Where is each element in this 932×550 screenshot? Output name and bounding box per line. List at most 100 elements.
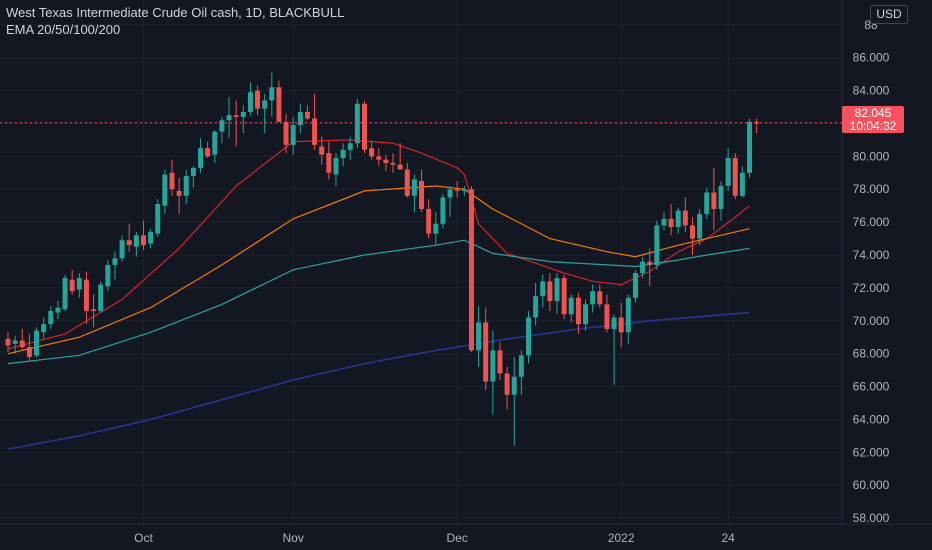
candle-body bbox=[119, 240, 125, 259]
ema-line-200 bbox=[7, 311, 750, 450]
candle bbox=[19, 329, 25, 351]
candle-body bbox=[198, 148, 204, 168]
candle bbox=[383, 154, 389, 172]
candle-body bbox=[283, 121, 289, 145]
candle bbox=[26, 333, 32, 361]
candle bbox=[354, 98, 360, 149]
candle bbox=[718, 181, 724, 221]
candles bbox=[5, 72, 760, 446]
candle bbox=[119, 235, 125, 262]
candle-body bbox=[632, 273, 638, 298]
candle bbox=[640, 256, 646, 279]
candle-body bbox=[547, 281, 553, 302]
candle-body bbox=[718, 185, 724, 209]
candle-body bbox=[476, 322, 482, 351]
candle bbox=[725, 148, 731, 191]
candle-body bbox=[504, 373, 510, 395]
candle bbox=[369, 141, 375, 160]
candle-body bbox=[497, 350, 503, 374]
candle-body bbox=[533, 296, 539, 318]
ema-line-100 bbox=[7, 239, 750, 365]
candle bbox=[511, 356, 517, 446]
candle-body bbox=[689, 225, 695, 239]
candle-body bbox=[290, 125, 296, 145]
candle-body bbox=[625, 297, 631, 333]
candle-body bbox=[126, 240, 132, 246]
candle bbox=[340, 143, 346, 167]
candle-body bbox=[326, 153, 332, 173]
candle bbox=[490, 330, 496, 415]
candle bbox=[269, 72, 275, 117]
candle bbox=[105, 259, 111, 292]
candle bbox=[283, 113, 289, 154]
candle bbox=[397, 143, 403, 170]
candle-body bbox=[597, 291, 603, 305]
candle-body bbox=[725, 158, 731, 186]
candle bbox=[205, 141, 211, 158]
candle bbox=[98, 281, 104, 313]
candle-body bbox=[169, 172, 175, 190]
candle-body bbox=[205, 148, 211, 157]
price-tick-label: 72.000 bbox=[853, 281, 890, 295]
candle bbox=[497, 342, 503, 380]
candle-body bbox=[426, 208, 432, 234]
price-tick-label: 58.000 bbox=[853, 511, 890, 525]
candle bbox=[454, 181, 460, 198]
candle-body bbox=[490, 350, 496, 382]
time-tick-label: 2022 bbox=[608, 531, 635, 545]
candle bbox=[525, 310, 531, 364]
candle bbox=[461, 185, 467, 196]
candle bbox=[255, 85, 261, 116]
candle bbox=[647, 248, 653, 287]
candle-body bbox=[26, 347, 32, 357]
candle-body bbox=[390, 162, 396, 165]
candle bbox=[112, 251, 118, 280]
candle bbox=[362, 100, 367, 154]
candle bbox=[547, 273, 553, 311]
candle bbox=[611, 314, 617, 385]
candle-body bbox=[568, 297, 574, 315]
candle-body bbox=[739, 172, 745, 196]
candle-body bbox=[98, 284, 104, 311]
candle-body bbox=[704, 192, 710, 214]
candle-body bbox=[48, 310, 54, 325]
indicator-label[interactable]: EMA 20/50/100/200 bbox=[6, 22, 121, 37]
candle bbox=[697, 208, 703, 246]
candle bbox=[704, 187, 710, 219]
last-price-badge: 82.045 10:04:32 bbox=[842, 106, 904, 133]
candle-body bbox=[682, 210, 688, 226]
candle-body bbox=[433, 223, 439, 234]
time-tick-label: 24 bbox=[721, 531, 735, 545]
candle bbox=[233, 100, 239, 147]
chart-legend: West Texas Intermediate Crude Oil cash, … bbox=[6, 4, 344, 38]
candle-body bbox=[247, 92, 253, 112]
candle bbox=[312, 93, 318, 150]
candle-body bbox=[162, 174, 168, 206]
time-axis[interactable]: Oct Nov Dec 2022 24 bbox=[134, 531, 735, 545]
candle bbox=[91, 294, 97, 328]
candle-body bbox=[112, 258, 118, 265]
candle-body bbox=[518, 355, 524, 377]
candle bbox=[682, 197, 688, 232]
candle-body bbox=[140, 235, 146, 246]
candle bbox=[711, 167, 717, 231]
candle bbox=[183, 169, 189, 205]
candle-body bbox=[34, 330, 40, 356]
candle bbox=[326, 141, 332, 180]
candle-body bbox=[105, 264, 111, 287]
candle-body bbox=[62, 278, 68, 310]
currency-button[interactable]: USD bbox=[870, 5, 908, 24]
candle bbox=[518, 350, 524, 395]
candle-body bbox=[376, 156, 382, 160]
candle bbox=[262, 93, 268, 134]
candle bbox=[540, 274, 546, 308]
candle-body bbox=[5, 338, 11, 346]
chart-title[interactable]: West Texas Intermediate Crude Oil cash, … bbox=[6, 5, 345, 20]
candle bbox=[390, 153, 396, 173]
candle bbox=[140, 220, 146, 251]
price-tick-label: 60.000 bbox=[853, 478, 890, 492]
candle bbox=[12, 335, 18, 354]
candle-body bbox=[297, 111, 303, 126]
candle bbox=[55, 301, 61, 320]
